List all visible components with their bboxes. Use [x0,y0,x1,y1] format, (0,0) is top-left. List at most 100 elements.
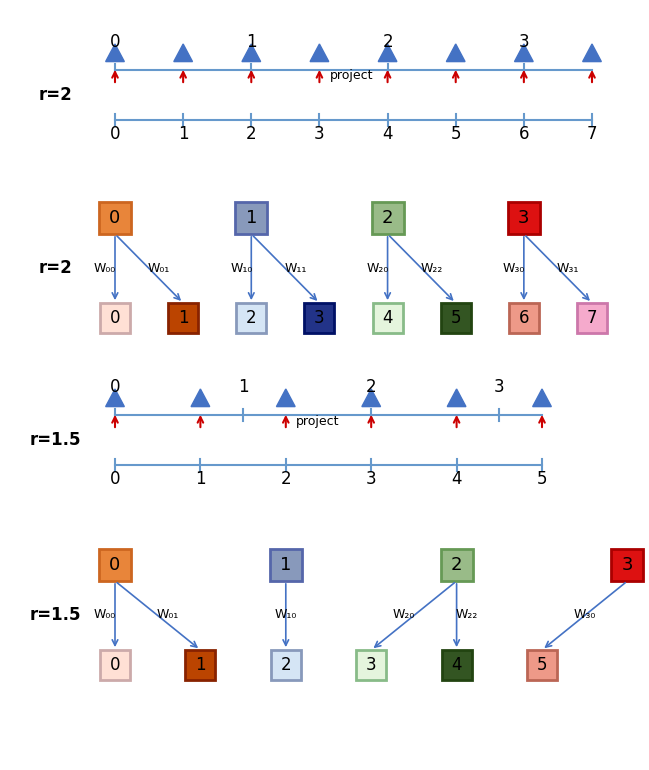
Text: 3: 3 [518,209,530,227]
Text: 4: 4 [451,470,462,488]
Text: 0: 0 [110,470,120,488]
Text: 1: 1 [280,556,291,574]
FancyBboxPatch shape [527,650,557,680]
FancyBboxPatch shape [372,202,404,234]
Text: 1: 1 [178,125,188,143]
Text: r=1.5: r=1.5 [29,606,80,624]
FancyBboxPatch shape [611,549,643,581]
Polygon shape [106,389,125,407]
FancyBboxPatch shape [99,202,131,234]
Text: r=1.5: r=1.5 [29,431,80,449]
Text: 2: 2 [382,209,393,227]
Text: 3: 3 [622,556,633,574]
Polygon shape [174,44,193,62]
Polygon shape [191,389,210,407]
Text: W₁₀: W₁₀ [275,608,297,621]
Text: W₃₁: W₃₁ [557,262,579,274]
Text: 0: 0 [110,125,120,143]
FancyBboxPatch shape [100,303,130,333]
Text: 6: 6 [519,125,529,143]
FancyBboxPatch shape [373,303,402,333]
Text: 5: 5 [537,656,547,674]
Text: 1: 1 [246,33,256,51]
FancyBboxPatch shape [100,650,130,680]
Text: 2: 2 [280,656,291,674]
Text: r=2: r=2 [38,86,72,104]
Text: W₃₀: W₃₀ [574,608,596,621]
Text: W₂₀: W₂₀ [367,262,389,274]
Text: 3: 3 [366,470,376,488]
Text: W₁₀: W₁₀ [230,262,252,274]
Text: 1: 1 [195,470,206,488]
FancyBboxPatch shape [441,549,472,581]
Text: W₀₀: W₀₀ [94,608,116,621]
Text: 1: 1 [178,309,188,327]
Polygon shape [533,389,552,407]
Text: 7: 7 [587,125,597,143]
Text: 5: 5 [537,470,547,488]
Text: 2: 2 [366,378,376,396]
Text: 2: 2 [451,556,462,574]
FancyBboxPatch shape [168,303,198,333]
Text: 5: 5 [450,125,461,143]
Text: W₀₁: W₀₁ [156,608,179,621]
Text: r=2: r=2 [38,259,72,277]
Text: 2: 2 [280,470,291,488]
Polygon shape [583,44,602,62]
FancyBboxPatch shape [356,650,386,680]
Text: W₂₀: W₂₀ [393,608,415,621]
FancyBboxPatch shape [509,303,539,333]
Text: project: project [296,414,339,427]
Text: 1: 1 [245,209,257,227]
Text: 2: 2 [246,125,256,143]
FancyBboxPatch shape [99,549,131,581]
FancyBboxPatch shape [271,650,300,680]
Text: W₀₁: W₀₁ [148,262,170,274]
Text: 3: 3 [519,33,529,51]
Text: 2: 2 [246,309,256,327]
Polygon shape [378,44,397,62]
Text: 0: 0 [110,209,121,227]
Polygon shape [515,44,533,62]
FancyBboxPatch shape [441,650,472,680]
Text: 6: 6 [519,309,529,327]
FancyBboxPatch shape [270,549,302,581]
Text: 4: 4 [382,125,393,143]
Text: 3: 3 [494,378,505,396]
Text: 4: 4 [382,309,393,327]
Text: 0: 0 [110,556,121,574]
Text: 7: 7 [587,309,597,327]
Text: project: project [330,69,373,82]
Polygon shape [106,44,125,62]
Text: 0: 0 [110,656,120,674]
Text: W₁₁: W₁₁ [284,262,306,274]
FancyBboxPatch shape [441,303,471,333]
Text: 0: 0 [110,378,120,396]
FancyBboxPatch shape [236,303,266,333]
FancyBboxPatch shape [236,202,267,234]
Text: 4: 4 [451,656,462,674]
Polygon shape [362,389,380,407]
Text: W₂₂: W₂₂ [456,608,478,621]
Text: 0: 0 [110,309,120,327]
Polygon shape [447,44,465,62]
FancyBboxPatch shape [577,303,607,333]
Text: W₃₀: W₃₀ [503,262,525,274]
Text: 5: 5 [450,309,461,327]
Text: 2: 2 [382,33,393,51]
Text: 1: 1 [195,656,206,674]
Polygon shape [310,44,329,62]
Polygon shape [276,389,295,407]
FancyBboxPatch shape [304,303,334,333]
Text: 3: 3 [314,125,324,143]
Text: 3: 3 [366,656,376,674]
Polygon shape [447,389,466,407]
FancyBboxPatch shape [186,650,215,680]
Polygon shape [242,44,261,62]
Text: W₀₀: W₀₀ [94,262,116,274]
Text: 1: 1 [238,378,249,396]
Text: W₂₂: W₂₂ [421,262,443,274]
FancyBboxPatch shape [508,202,540,234]
Text: 3: 3 [314,309,324,327]
Text: 0: 0 [110,33,120,51]
